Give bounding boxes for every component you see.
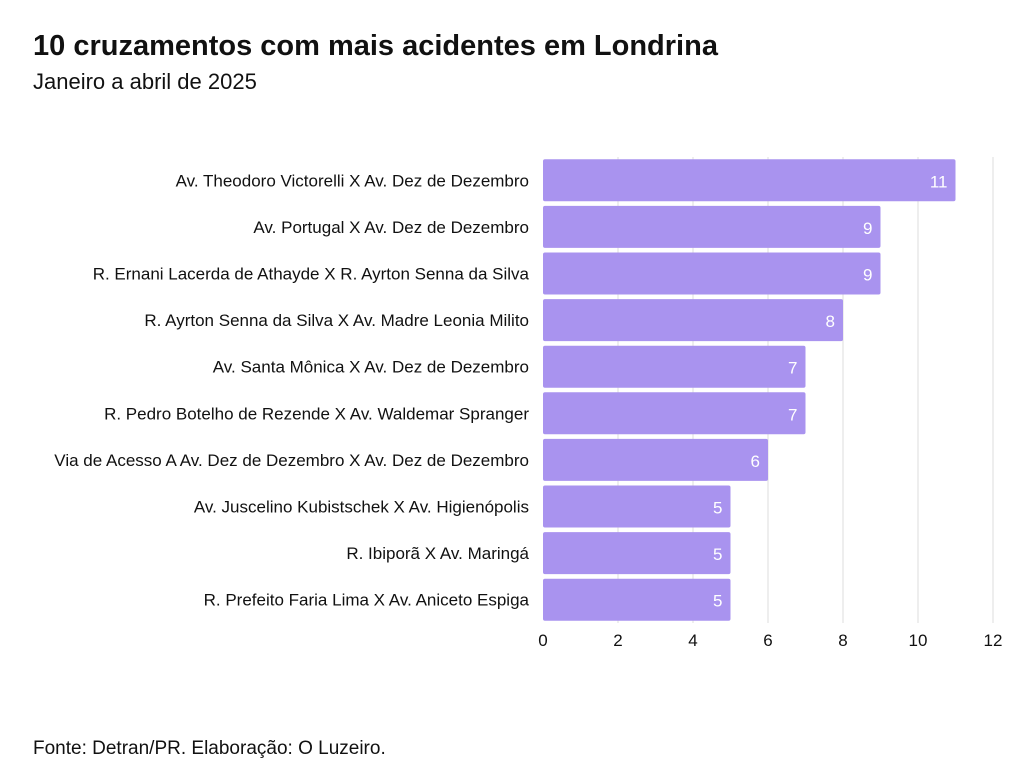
source-note: Fonte: Detran/PR. Elaboração: O Luzeiro. <box>33 738 386 759</box>
bar <box>543 159 956 202</box>
category-label: Av. Juscelino Kubistschek X Av. Higienóp… <box>194 498 529 517</box>
chart-title: 10 cruzamentos com mais acidentes em Lon… <box>33 30 718 62</box>
x-tick-label: 4 <box>688 631 697 650</box>
bar <box>543 485 731 528</box>
category-label: Av. Portugal X Av. Dez de Dezembro <box>253 218 529 237</box>
bar <box>543 205 881 248</box>
category-label: R. Ayrton Senna da Silva X Av. Madre Leo… <box>144 311 529 330</box>
data-label: 5 <box>713 499 722 518</box>
bar <box>543 345 806 388</box>
bar <box>543 252 881 295</box>
x-tick-label: 0 <box>538 631 547 650</box>
category-label: Av. Santa Mônica X Av. Dez de Dezembro <box>213 358 529 377</box>
data-label: 9 <box>863 266 872 285</box>
category-label: Via de Acesso A Av. Dez de Dezembro X Av… <box>54 451 529 470</box>
category-label: R. Ibiporã X Av. Maringá <box>346 544 529 563</box>
x-tick-label: 10 <box>909 631 928 650</box>
data-label: 5 <box>713 592 722 611</box>
data-label: 8 <box>826 312 835 331</box>
x-tick-label: 12 <box>984 631 1003 650</box>
x-tick-label: 8 <box>838 631 847 650</box>
bar <box>543 578 731 621</box>
x-tick-label: 2 <box>613 631 622 650</box>
chart-subtitle: Janeiro a abril de 2025 <box>33 69 257 94</box>
data-label: 5 <box>713 545 722 564</box>
bar <box>543 299 843 342</box>
category-label: R. Prefeito Faria Lima X Av. Aniceto Esp… <box>204 591 530 610</box>
data-label: 7 <box>788 405 797 424</box>
category-label: R. Pedro Botelho de Rezende X Av. Waldem… <box>104 404 529 423</box>
data-label: 6 <box>751 452 760 471</box>
category-label: R. Ernani Lacerda de Athayde X R. Ayrton… <box>93 265 530 284</box>
data-label: 7 <box>788 359 797 378</box>
category-label: Av. Theodoro Victorelli X Av. Dez de Dez… <box>176 171 529 190</box>
bar <box>543 392 806 435</box>
data-label: 11 <box>930 172 948 191</box>
x-tick-label: 6 <box>763 631 772 650</box>
bar <box>543 532 731 575</box>
data-label: 9 <box>863 219 872 238</box>
bar <box>543 438 768 481</box>
